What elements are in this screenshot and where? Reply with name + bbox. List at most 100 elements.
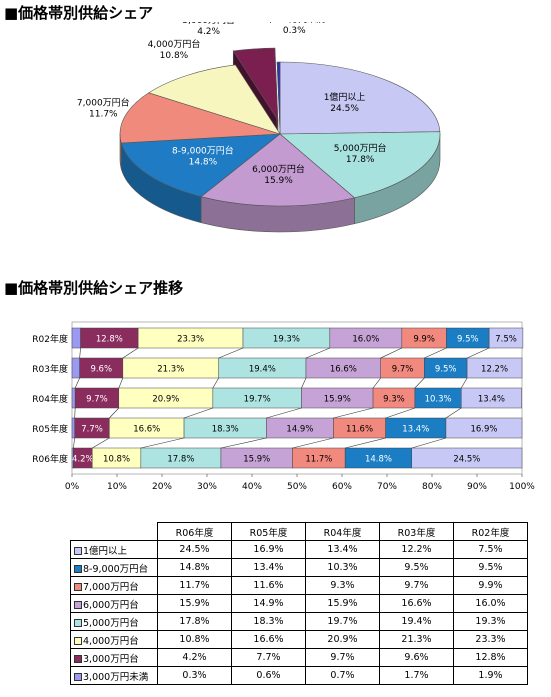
table-row: 3,000万円台 4.2% 7.7% 9.7% 9.6% 12.8% xyxy=(70,648,528,667)
category-label: R02年度 xyxy=(32,333,68,345)
category-label: R05年度 xyxy=(32,423,68,435)
row-label-text: 1億円以上 xyxy=(83,545,128,557)
pie-label-category: 8-9,000万円台 xyxy=(172,144,234,156)
bar-segment xyxy=(445,417,523,439)
row-label-text: 4,000万円台 xyxy=(83,635,139,647)
bar-segment xyxy=(71,327,81,349)
series-line xyxy=(414,377,425,389)
pie-label-value: 10.8% xyxy=(160,51,189,61)
series-line xyxy=(140,437,185,449)
row-label: 1億円以上 xyxy=(70,540,158,559)
bar-data-label: 21.3% xyxy=(157,365,184,375)
bar-segment xyxy=(71,387,76,409)
bar-data-label: 12.8% xyxy=(96,335,123,345)
bar-data-label: 9.3% xyxy=(383,395,405,405)
bar-data-label: 15.9% xyxy=(324,395,351,405)
pie-slice-3 xyxy=(120,133,281,197)
bar-data-label: 23.3% xyxy=(177,335,204,345)
table-row: 6,000万円台 15.9% 14.9% 15.9% 16.6% 16.0% xyxy=(70,594,528,613)
pie-slice-1 xyxy=(279,131,441,199)
bar-data-label: 19.3% xyxy=(273,335,300,345)
table-cell: 11.7% xyxy=(157,576,232,595)
bar-data-label: 19.7% xyxy=(244,395,271,405)
table-cell: 16.0% xyxy=(453,594,528,613)
x-tick-label: 80% xyxy=(422,482,442,492)
bar-data-label: 9.6% xyxy=(90,365,112,375)
table-cell: 15.9% xyxy=(305,594,380,613)
legend-swatch xyxy=(74,583,82,591)
data-table: R06年度 R05年度 R04年度 R03年度 R02年度 1億円以上 24.5%… xyxy=(70,522,528,685)
table-cell: 1.9% xyxy=(453,666,528,685)
table-cell: 9.5% xyxy=(453,558,528,577)
bar-segment xyxy=(466,357,523,379)
series-line xyxy=(92,437,110,449)
x-tick-label: 50% xyxy=(287,482,307,492)
row-label-text: 5,000万円台 xyxy=(83,617,139,629)
x-tick-label: 90% xyxy=(467,482,487,492)
category-label: R03年度 xyxy=(32,363,68,375)
column-header: R04年度 xyxy=(305,522,380,541)
bar-data-label: 10.3% xyxy=(425,395,452,405)
pie-label-category: 3,000万円台 xyxy=(182,22,235,26)
series-line xyxy=(424,347,447,359)
bar-data-label: 24.5% xyxy=(453,455,480,465)
table-cell: 9.7% xyxy=(305,648,380,667)
category-label: R04年度 xyxy=(32,393,68,405)
bar-segment xyxy=(71,417,75,439)
series-line xyxy=(411,437,447,449)
row-label: 3,000万円未満 xyxy=(70,666,158,685)
stacked-bar-chart: R02年度 12.8% 23.3% 19.3% 16.0% 9.9% 9.5% 7.5% R03… xyxy=(32,321,535,492)
series-line xyxy=(305,347,330,359)
legend-swatch xyxy=(74,655,82,663)
x-tick-label: 70% xyxy=(377,482,397,492)
row-label-text: 3,000万円台 xyxy=(83,653,139,665)
table-cell: 15.9% xyxy=(157,594,232,613)
legend-swatch xyxy=(74,601,82,609)
legend-swatch xyxy=(74,565,82,573)
table-cell: 19.3% xyxy=(453,612,528,631)
bar-data-label: 12.2% xyxy=(481,365,508,375)
bar-data-label: 13.4% xyxy=(402,425,429,435)
table-cell: 9.7% xyxy=(379,576,454,595)
table-cell: 12.8% xyxy=(453,648,528,667)
bar-data-label: 13.4% xyxy=(478,395,505,405)
bar-data-label: 9.5% xyxy=(435,365,457,375)
bar-data-label: 4.2% xyxy=(72,455,94,465)
table-corner xyxy=(70,522,158,541)
x-tick-label: 60% xyxy=(332,482,352,492)
pie-label-category: 4,000万円台 xyxy=(148,38,201,50)
table-row: 1億円以上 24.5% 16.9% 13.4% 12.2% 7.5% xyxy=(70,540,528,559)
row-label: 3,000万円台 xyxy=(70,648,158,667)
pie-slice-4 xyxy=(119,92,281,144)
table-cell: 14.8% xyxy=(157,558,232,577)
bar-data-label: 19.4% xyxy=(249,365,276,375)
bar-segment xyxy=(71,357,80,379)
table-cell: 4.2% xyxy=(157,648,232,667)
row-label-text: 6,000万円台 xyxy=(83,599,139,611)
table-cell: 7.7% xyxy=(231,648,306,667)
pie-slices xyxy=(119,47,441,207)
column-header: R05年度 xyxy=(231,522,306,541)
table-cell: 0.6% xyxy=(231,666,306,685)
table-cell: 16.6% xyxy=(231,630,306,649)
row-label-text: 8-9,000万円台 xyxy=(83,563,149,575)
pie-label-value: 14.8% xyxy=(189,157,218,167)
bar-data-label: 9.7% xyxy=(392,365,414,375)
x-tick-label: 40% xyxy=(242,482,262,492)
series-line xyxy=(380,347,402,359)
bar-data-label: 15.9% xyxy=(243,455,270,465)
table-cell: 9.5% xyxy=(379,558,454,577)
pie-label-value: 15.9% xyxy=(264,176,293,186)
bar-data-label: 14.8% xyxy=(365,455,392,465)
bar-data-label: 9.5% xyxy=(457,335,479,345)
bar-data-label: 18.3% xyxy=(212,425,239,435)
series-line xyxy=(345,437,386,449)
bar-data-label: 11.6% xyxy=(346,425,373,435)
x-tick-label: 100% xyxy=(509,482,535,492)
legend-swatch xyxy=(74,619,82,627)
table-cell: 10.8% xyxy=(157,630,232,649)
bar-data-label: 14.9% xyxy=(286,425,313,435)
series-line xyxy=(466,347,490,359)
table-cell: 16.9% xyxy=(231,540,306,559)
